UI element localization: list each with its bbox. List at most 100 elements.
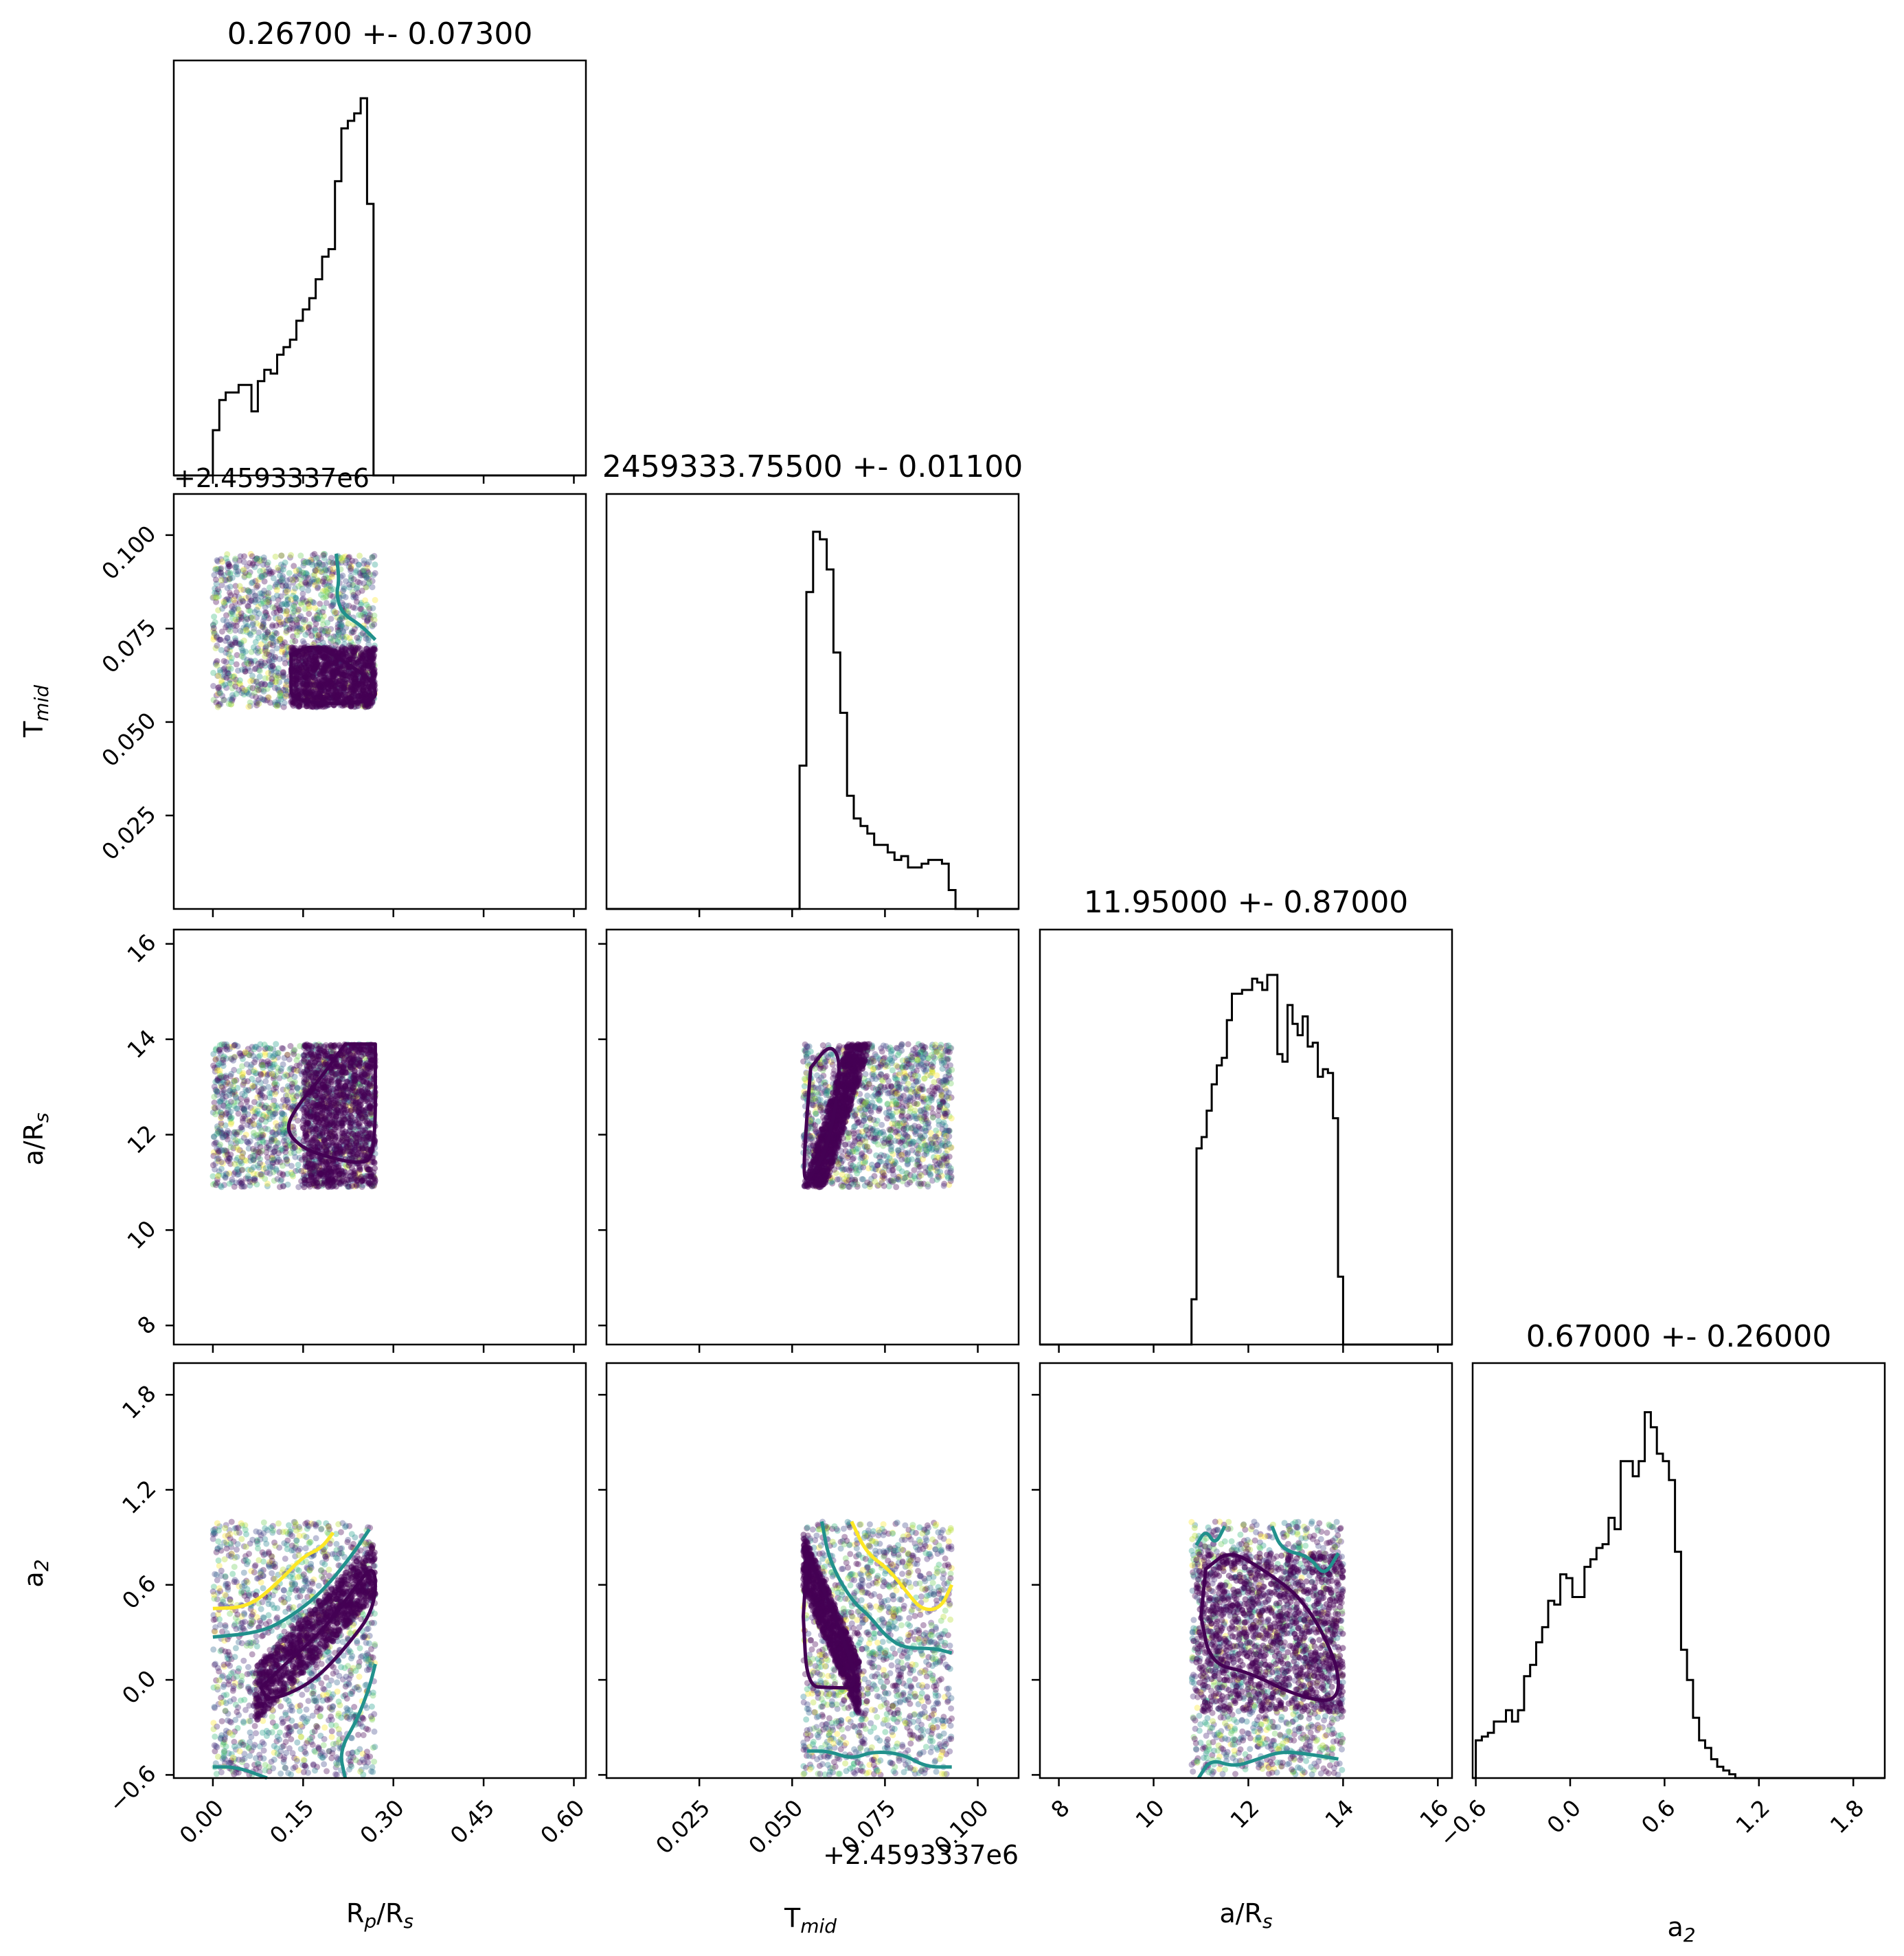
scatter-point [324, 620, 331, 626]
scatter-point [297, 599, 304, 606]
scatter-point [229, 1176, 236, 1183]
scatter-point [363, 1134, 370, 1141]
scatter-point [234, 1138, 241, 1145]
scatter-point [239, 647, 246, 654]
scatter-point [326, 1112, 333, 1118]
scatter-point [291, 602, 297, 609]
scatter-point [302, 579, 309, 586]
scatter-point [280, 673, 286, 679]
scatter-point [215, 673, 222, 679]
scatter-point [270, 1053, 277, 1059]
scatter-point [314, 677, 321, 684]
scatter-point [314, 1183, 321, 1190]
scatter-point [252, 598, 259, 605]
scatter-point [333, 1100, 340, 1107]
scatter-point [263, 1144, 270, 1151]
scatter-point [272, 1132, 279, 1138]
scatter-point [218, 1072, 225, 1079]
scatter-point [371, 612, 378, 619]
scatter-point [343, 1134, 350, 1141]
scatter-point [275, 1156, 282, 1163]
scatter-point [261, 572, 268, 578]
scatter-point [271, 1061, 277, 1068]
scatter-point [241, 553, 247, 560]
scatter-point [280, 1183, 286, 1190]
scatter-point [372, 561, 378, 568]
scatter-point [360, 610, 366, 617]
scatter-point [305, 587, 312, 594]
scatter-point [350, 604, 356, 611]
scatter-point [319, 1110, 326, 1116]
scatter-point [340, 671, 347, 678]
scatter-point [357, 572, 364, 578]
scatter-point [214, 1173, 221, 1180]
scatter-point [253, 607, 260, 614]
scatter-point [236, 1050, 243, 1057]
scatter-point [295, 671, 302, 677]
scatter-point [264, 629, 271, 636]
scatter-point [358, 1178, 365, 1185]
scatter-point [247, 1178, 253, 1185]
scatter-point [302, 605, 308, 612]
scatter-point [289, 1171, 296, 1178]
scatter-point [249, 685, 256, 691]
scatter-point [215, 702, 222, 709]
scatter-point [238, 614, 245, 620]
scatter-point [253, 1044, 260, 1050]
scatter-point [281, 1073, 288, 1080]
scatter-point [312, 664, 319, 671]
scatter-point [348, 565, 354, 572]
scatter-point [286, 570, 293, 576]
scatter-point [244, 1121, 251, 1128]
scatter-point [221, 1147, 228, 1154]
scatter-point [260, 598, 267, 605]
scatter-point [345, 684, 351, 691]
scatter-point [306, 624, 313, 631]
scatter-point [211, 614, 218, 620]
scatter-point [256, 668, 263, 674]
scatter-point [262, 613, 268, 620]
scatter-point [294, 1084, 301, 1091]
scatter-point [329, 695, 336, 701]
scatter-point [236, 677, 243, 684]
scatter-point [299, 654, 306, 661]
scatter-point [302, 1152, 308, 1158]
scatter-point [332, 1108, 339, 1115]
scatter-point [214, 557, 220, 563]
scatter-point [317, 600, 324, 607]
scatter-point [365, 604, 372, 610]
scatter-point [308, 1074, 315, 1080]
scatter-point [288, 552, 294, 559]
scatter-point [211, 1093, 218, 1100]
scatter-point [313, 567, 319, 574]
scatter-point [238, 1153, 245, 1160]
scatter-point [267, 584, 273, 591]
scatter-point [319, 627, 326, 633]
scatter-point [302, 680, 308, 687]
scatter-point [278, 649, 285, 655]
scatter-point [319, 1132, 326, 1138]
scatter-point [216, 666, 223, 673]
scatter-point [339, 628, 346, 635]
scatter-point [364, 1118, 371, 1124]
scatter-point [225, 1155, 232, 1161]
scatter-point [236, 687, 242, 693]
scatter-point [327, 635, 334, 642]
scatter-point [258, 1116, 265, 1123]
scatter-point [250, 1129, 257, 1136]
scatter-point [312, 625, 319, 632]
scatter-point [337, 1092, 344, 1099]
scatter-point [253, 582, 260, 589]
scatter-point [350, 1171, 357, 1177]
scatter-point [283, 608, 290, 615]
scatter-point [327, 667, 334, 674]
scatter-point [280, 1171, 286, 1178]
scatter-point [312, 567, 319, 574]
scatter-point [230, 622, 237, 629]
scatter-point [216, 1046, 223, 1053]
scatter-point [273, 1165, 280, 1172]
scatter-point [232, 683, 239, 690]
scatter-point [327, 655, 334, 662]
scatter-point [326, 1097, 333, 1104]
scatter-point [236, 583, 243, 589]
